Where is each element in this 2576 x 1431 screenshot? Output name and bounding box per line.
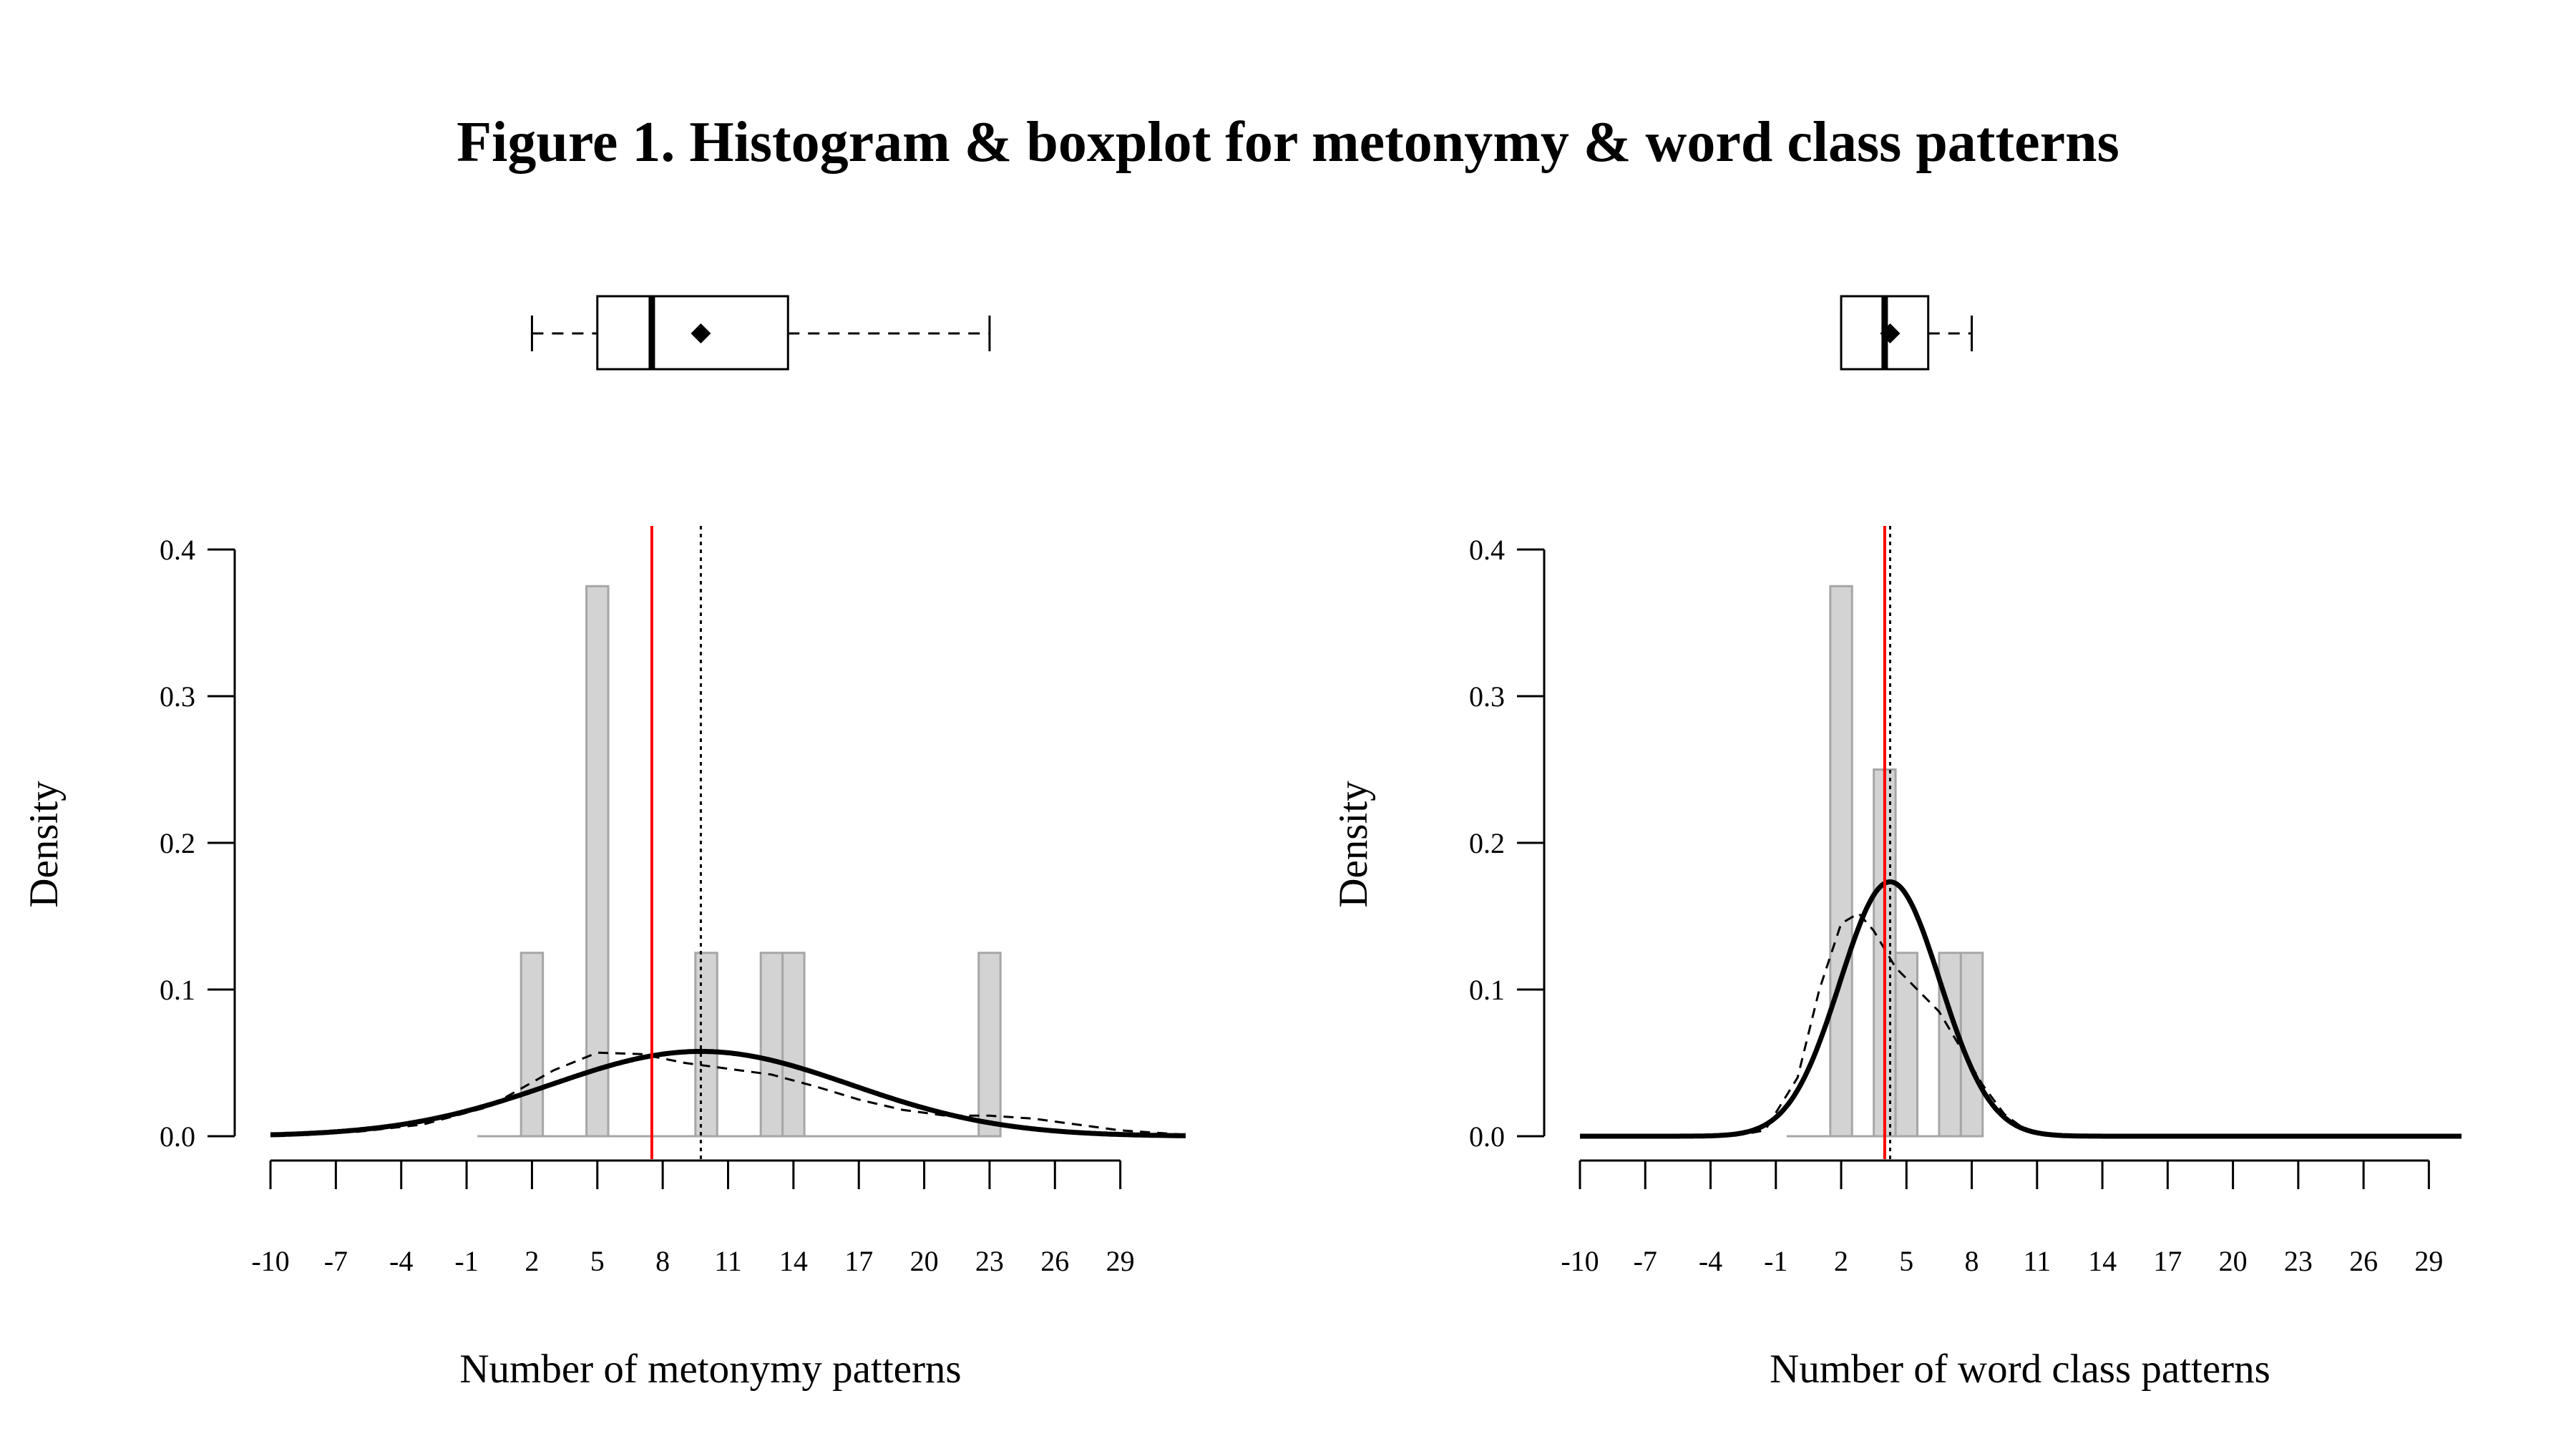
word-class-panel: 0.0 0.1 0.2 0.3 0.4 -10 -7 -4 -1 2 5 8 11 14 17 20 23 26…	[1331, 295, 2462, 1392]
word-class-y-tick-label-0: 0.0	[1469, 1120, 1505, 1153]
word-class-x-tick-label-2: -4	[1699, 1245, 1722, 1277]
word-class-x-axis: -10 -7 -4 -1 2 5 8 11 14 17 20 23 26 29	[1561, 1159, 2443, 1277]
word-class-y-tick-label-4: 0.4	[1469, 534, 1505, 566]
word-class-x-tick-label-13: 29	[2414, 1245, 2443, 1277]
metonymy-y-axis-label: Density	[21, 781, 67, 908]
metonymy-x-tick-label-7: 11	[714, 1245, 742, 1277]
word-class-x-tick-label-4: 2	[1834, 1245, 1848, 1277]
word-class-x-axis-label: Number of word class patterns	[1770, 1347, 2270, 1392]
metonymy-x-tick-label-10: 20	[910, 1245, 939, 1277]
word-class-x-tick-label-0: -10	[1561, 1245, 1599, 1277]
word-class-curves	[1579, 879, 2462, 1139]
metonymy-boxplot	[530, 295, 991, 371]
metonymy-x-tick-label-2: -4	[389, 1245, 413, 1277]
word-class-boxplot	[1840, 295, 1974, 371]
metonymy-x-tick-label-4: 2	[525, 1245, 539, 1277]
word-class-x-tick-label-10: 20	[2219, 1245, 2248, 1277]
metonymy-x-tick-label-11: 23	[975, 1245, 1004, 1277]
metonymy-y-tick-label-2: 0.2	[160, 827, 195, 859]
metonymy-y-tick-label-0: 0.0	[160, 1120, 195, 1153]
word-class-x-tick-label-6: 8	[1965, 1245, 1979, 1277]
word-class-x-tick-label-9: 17	[2153, 1245, 2182, 1277]
metonymy-histogram-bar-4	[781, 952, 806, 1138]
metonymy-histogram-bar-3	[759, 952, 784, 1138]
word-class-normal-curve	[1579, 879, 2462, 1139]
word-class-x-tick-label-11: 23	[2284, 1245, 2313, 1277]
word-class-x-tick-label-7: 11	[2024, 1245, 2051, 1277]
metonymy-x-tick-label-3: -1	[454, 1245, 478, 1277]
word-class-histogram-bar-2	[1894, 952, 1919, 1138]
figure-title: Figure 1. Histogram & boxplot for metony…	[457, 111, 2119, 174]
metonymy-x-tick-label-13: 29	[1106, 1245, 1135, 1277]
word-class-y-axis-label: Density	[1331, 781, 1376, 908]
word-class-x-tick-label-12: 26	[2349, 1245, 2378, 1277]
metonymy-x-axis-label: Number of metonymy patterns	[459, 1347, 961, 1392]
metonymy-histogram-bar-5	[977, 952, 1002, 1138]
metonymy-y-tick-label-1: 0.1	[160, 974, 195, 1006]
metonymy-box-mean-marker	[691, 323, 711, 343]
metonymy-x-tick-label-1: -7	[324, 1245, 348, 1277]
metonymy-x-tick-label-9: 17	[844, 1245, 873, 1277]
metonymy-x-tick-label-12: 26	[1040, 1245, 1069, 1277]
word-class-x-tick-label-8: 14	[2088, 1245, 2117, 1277]
word-class-x-tick-label-1: -7	[1634, 1245, 1657, 1277]
metonymy-y-axis: 0.0 0.1 0.2 0.3 0.4	[160, 534, 236, 1153]
metonymy-y-tick-label-4: 0.4	[160, 534, 195, 566]
metonymy-histogram-bar-1	[585, 585, 610, 1138]
word-class-histogram-bar-0	[1829, 585, 1853, 1138]
word-class-x-tick-label-5: 5	[1899, 1245, 1913, 1277]
metonymy-normal-curve	[270, 1049, 1186, 1138]
metonymy-reference-lines	[650, 526, 702, 1159]
metonymy-histogram-bar-2	[694, 952, 718, 1138]
word-class-kernel-density-curve	[1580, 912, 2462, 1138]
metonymy-histogram-bar-0	[519, 952, 545, 1138]
metonymy-x-tick-label-6: 8	[655, 1245, 670, 1277]
word-class-y-tick-label-2: 0.2	[1469, 827, 1505, 859]
word-class-x-tick-label-3: -1	[1764, 1245, 1787, 1277]
metonymy-x-axis: -10 -7 -4 -1 2 5 8 11 14 17 20 23 26 29	[251, 1159, 1135, 1277]
word-class-reference-lines	[1883, 526, 1891, 1159]
metonymy-histogram	[477, 585, 1002, 1138]
metonymy-x-tick-label-5: 5	[590, 1245, 605, 1277]
word-class-y-tick-label-1: 0.1	[1469, 974, 1505, 1006]
metonymy-panel: 0.0 0.1 0.2 0.3 0.4 -10 -7 -4 -1 2 5 8 11 14 17 20 23 26…	[21, 295, 1186, 1392]
metonymy-x-tick-label-0: -10	[251, 1245, 289, 1277]
metonymy-y-tick-label-3: 0.3	[160, 680, 195, 713]
metonymy-x-tick-label-8: 14	[779, 1245, 808, 1277]
word-class-y-axis: 0.0 0.1 0.2 0.3 0.4	[1469, 534, 1546, 1153]
word-class-box-mean-marker	[1880, 323, 1901, 343]
word-class-y-tick-label-3: 0.3	[1469, 680, 1505, 713]
metonymy-curves	[270, 1049, 1186, 1138]
